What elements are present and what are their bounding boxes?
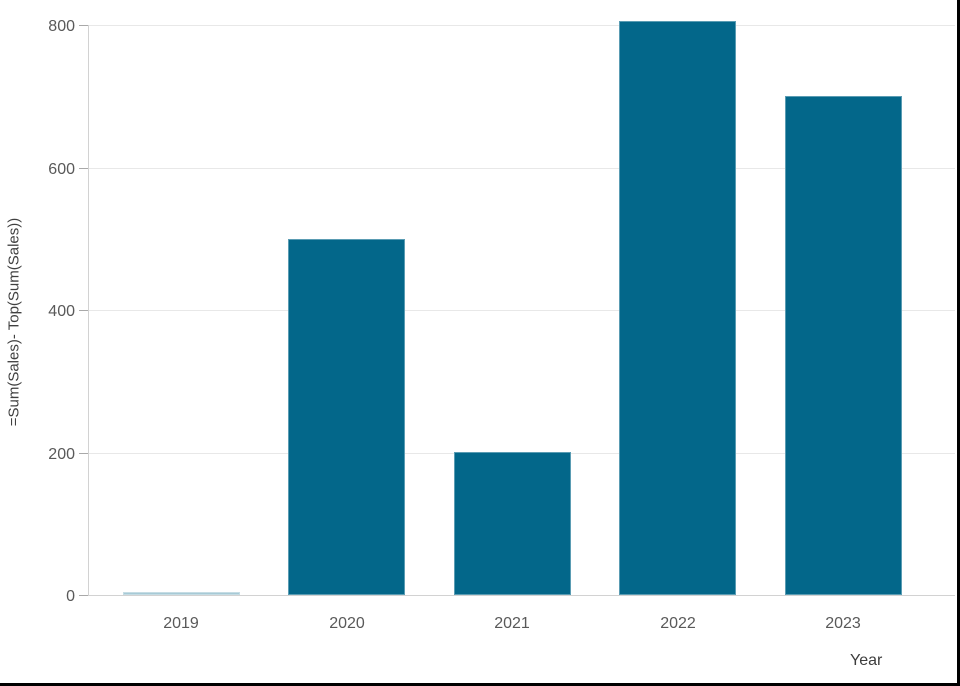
bar-2020[interactable] (288, 239, 405, 595)
y-tick-label-800: 800 (48, 18, 75, 35)
y-axis-line (88, 25, 89, 595)
y-tick-label-600: 600 (48, 161, 75, 178)
x-axis-baseline (88, 595, 955, 596)
y-tick-mark-200 (79, 453, 88, 454)
y-tick-mark-400 (79, 310, 88, 311)
gridline-400 (88, 310, 955, 311)
y-tick-mark-800 (79, 25, 88, 26)
x-axis-title: Year (850, 652, 883, 669)
x-tick-label-2023[interactable]: 2023 (825, 615, 861, 632)
x-tick-label-2020[interactable]: 2020 (329, 615, 365, 632)
y-tick-mark-0 (79, 595, 88, 596)
x-tick-label-2022[interactable]: 2022 (660, 615, 696, 632)
x-tick-label-2019[interactable]: 2019 (163, 615, 199, 632)
bar-2021[interactable] (454, 452, 571, 595)
y-tick-label-200: 200 (48, 446, 75, 463)
gridline-800 (88, 25, 955, 26)
gridline-600 (88, 168, 955, 169)
y-tick-mark-600 (79, 168, 88, 169)
y-tick-label-400: 400 (48, 303, 75, 320)
bar-2023[interactable] (785, 96, 902, 595)
bar-2019[interactable] (123, 592, 240, 595)
bar-2022[interactable] (619, 21, 736, 595)
y-tick-label-0: 0 (66, 588, 75, 605)
x-tick-label-2021[interactable]: 2021 (494, 615, 530, 632)
